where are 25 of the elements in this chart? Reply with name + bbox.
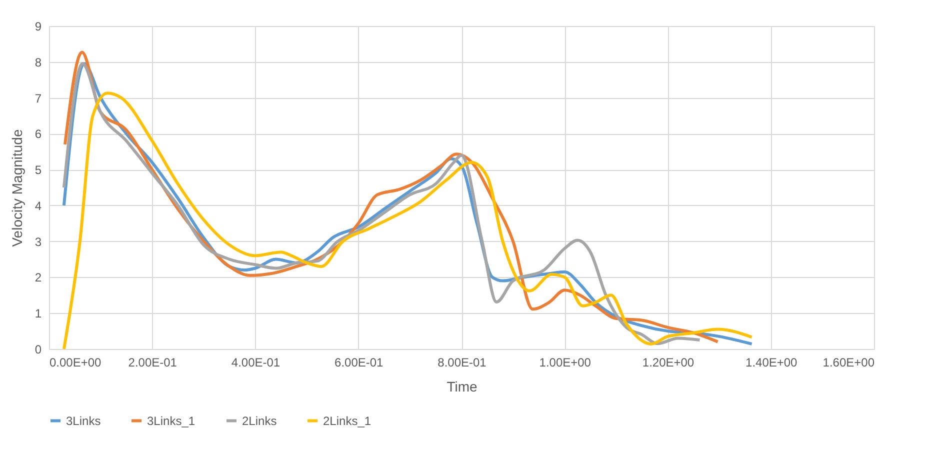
y-tick-label: 9 (34, 20, 42, 34)
y-axis-title: Velocity Magnitude (8, 129, 25, 247)
x-tick-label: 2.00E-01 (128, 356, 178, 370)
y-tick-label: 7 (34, 91, 42, 106)
y-tick-label: 3 (34, 234, 42, 249)
y-tick-label: 1 (34, 306, 42, 321)
legend-label: 2Links_1 (323, 414, 372, 428)
x-tick-label: 1.40E+00 (746, 356, 798, 370)
legend-label: 2Links (242, 414, 277, 428)
x-tick-label: 4.00E-01 (231, 356, 280, 370)
y-tick-label: 0 (34, 342, 42, 356)
y-tick-label: 5 (34, 163, 42, 178)
x-axis-title: Time (446, 378, 478, 394)
x-tick-label: 1.20E+00 (642, 356, 694, 370)
y-tick-label: 6 (34, 127, 42, 142)
x-tick-label: 0.00E+00 (50, 356, 102, 370)
y-tick-label: 8 (34, 55, 42, 70)
legend-label: 3Links (66, 414, 101, 428)
legend-label: 3Links_1 (147, 414, 196, 428)
x-tick-label: 1.00E+00 (539, 356, 592, 370)
x-tick-label: 8.00E-01 (438, 356, 487, 370)
x-tick-label: 6.00E-01 (334, 356, 384, 370)
y-tick-label: 4 (34, 198, 42, 213)
y-tick-label: 2 (34, 270, 42, 285)
x-tick-label: 1.60E+00 (822, 356, 875, 370)
